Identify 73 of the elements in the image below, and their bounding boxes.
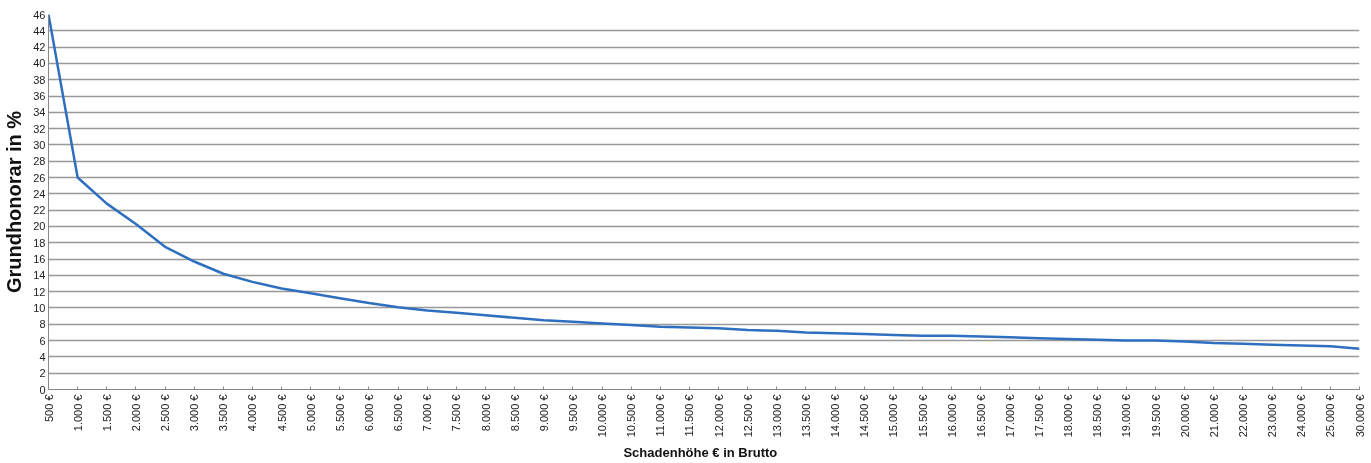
line-series bbox=[48, 14, 1360, 350]
x-tick-label: 7.500 € bbox=[450, 394, 463, 432]
x-tick-label: 1.000 € bbox=[71, 394, 84, 432]
x-tick-label: 22.000 € bbox=[1236, 394, 1249, 438]
y-tick-label: 6 bbox=[39, 334, 46, 347]
y-tick-label: 30 bbox=[33, 138, 46, 151]
x-tick-label: 2.500 € bbox=[159, 394, 172, 432]
y-tick-label: 46 bbox=[33, 8, 46, 21]
x-tick-label: 15.500 € bbox=[916, 394, 929, 438]
x-tick-label: 1.500 € bbox=[100, 394, 113, 432]
y-tick-label: 38 bbox=[33, 73, 46, 86]
y-tick-label: 0 bbox=[39, 383, 46, 396]
x-tick-label: 5.000 € bbox=[304, 394, 317, 432]
x-tick-label: 7.000 € bbox=[421, 394, 434, 432]
x-tick-label: 19.500 € bbox=[1149, 394, 1162, 438]
x-tick-label: 17.000 € bbox=[1003, 394, 1016, 438]
y-tick-label: 36 bbox=[33, 90, 46, 103]
x-tick-label: 15.000 € bbox=[887, 394, 900, 438]
y-tick-label: 28 bbox=[33, 155, 46, 168]
x-tick-label: 500 € bbox=[42, 394, 55, 423]
y-tick-label: 10 bbox=[33, 301, 46, 314]
x-tick-label: 10.000 € bbox=[596, 394, 609, 438]
x-tick-label: 4.000 € bbox=[246, 394, 259, 432]
x-tick-label: 12.500 € bbox=[741, 394, 754, 438]
x-tick-label: 16.000 € bbox=[945, 394, 958, 438]
y-tick-label: 8 bbox=[39, 318, 46, 331]
x-tick-label: 24.000 € bbox=[1295, 394, 1308, 438]
x-tick-label: 18.500 € bbox=[1091, 394, 1104, 438]
y-tick-label: 4 bbox=[39, 350, 46, 363]
x-tick-label: 4.500 € bbox=[275, 394, 288, 432]
x-tick-label: 11.000 € bbox=[654, 394, 667, 437]
x-tick-label: 11.500 € bbox=[683, 394, 696, 437]
x-tick-label: 14.000 € bbox=[829, 394, 842, 438]
x-axis-title: Schadenhöhe € in Brutto bbox=[623, 445, 778, 461]
x-tick-label: 8.500 € bbox=[508, 394, 521, 432]
y-axis-title: Grundhonorar in % bbox=[3, 110, 26, 294]
y-tick-label: 14 bbox=[33, 269, 46, 282]
x-tick-label: 5.500 € bbox=[333, 394, 346, 432]
y-tick-label: 24 bbox=[33, 187, 46, 200]
x-tick-label: 2.000 € bbox=[129, 394, 142, 432]
x-tick-label: 19.000 € bbox=[1120, 394, 1133, 438]
y-tick-label: 26 bbox=[33, 171, 46, 184]
x-tick-label: 23.000 € bbox=[1266, 394, 1279, 438]
x-tick-label: 13.500 € bbox=[799, 394, 812, 438]
y-tick-label: 32 bbox=[33, 122, 46, 135]
x-tick-label: 16.500 € bbox=[974, 394, 987, 438]
x-tick-label: 25.000 € bbox=[1324, 394, 1337, 438]
x-tick-label: 18.000 € bbox=[1062, 394, 1075, 438]
x-tick-label: 9.000 € bbox=[537, 394, 550, 432]
x-tick-label: 9.500 € bbox=[566, 394, 579, 432]
x-tick-label: 20.000 € bbox=[1178, 394, 1191, 438]
y-tick-label: 16 bbox=[33, 253, 46, 266]
x-tick-label: 3.000 € bbox=[188, 394, 201, 432]
y-tick-label: 2 bbox=[39, 367, 46, 380]
x-tick-label: 3.500 € bbox=[217, 394, 230, 432]
y-tick-label: 22 bbox=[33, 204, 46, 217]
x-tick-label: 6.500 € bbox=[392, 394, 405, 432]
y-tick-label: 12 bbox=[33, 285, 46, 298]
y-tick-label: 18 bbox=[33, 236, 46, 249]
x-tick-label: 10.500 € bbox=[625, 394, 638, 438]
y-tick-label: 34 bbox=[33, 106, 46, 119]
x-tick-label: 14.500 € bbox=[858, 394, 871, 438]
y-tick-label: 42 bbox=[33, 41, 46, 54]
y-tick-label: 20 bbox=[33, 220, 46, 233]
x-tick-label: 30.000 € bbox=[1353, 394, 1366, 438]
y-tick-label: 40 bbox=[33, 57, 46, 70]
x-tick-label: 6.000 € bbox=[362, 394, 375, 432]
x-tick-label: 21.000 € bbox=[1207, 394, 1220, 438]
x-tick-label: 8.000 € bbox=[479, 394, 492, 432]
x-tick-label: 12.000 € bbox=[712, 394, 725, 438]
y-tick-label: 44 bbox=[33, 24, 46, 37]
x-tick-label: 13.000 € bbox=[770, 394, 783, 438]
x-tick-label: 17.500 € bbox=[1033, 394, 1046, 438]
